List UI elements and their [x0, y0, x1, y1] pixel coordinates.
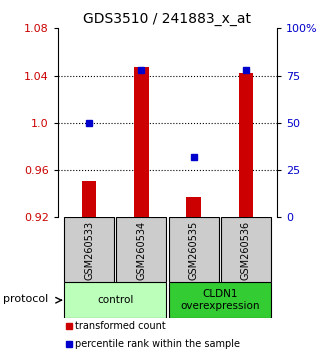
Bar — [169, 282, 271, 318]
Bar — [116, 217, 166, 282]
Bar — [134, 67, 149, 217]
Bar — [186, 198, 201, 217]
Text: GSM260536: GSM260536 — [241, 221, 251, 280]
Text: CLDN1
overexpression: CLDN1 overexpression — [180, 290, 259, 311]
Text: transformed count: transformed count — [75, 321, 166, 331]
Bar — [169, 217, 219, 282]
Text: GSM260534: GSM260534 — [136, 221, 146, 280]
Bar — [82, 181, 96, 217]
Title: GDS3510 / 241883_x_at: GDS3510 / 241883_x_at — [83, 12, 251, 26]
Text: protocol: protocol — [3, 294, 49, 304]
Text: control: control — [97, 295, 133, 305]
Text: percentile rank within the sample: percentile rank within the sample — [75, 339, 240, 349]
Bar — [64, 217, 114, 282]
Bar — [64, 282, 166, 318]
Text: GSM260535: GSM260535 — [189, 220, 199, 280]
Bar — [221, 217, 271, 282]
Text: GSM260533: GSM260533 — [84, 221, 94, 280]
Bar — [239, 73, 253, 217]
